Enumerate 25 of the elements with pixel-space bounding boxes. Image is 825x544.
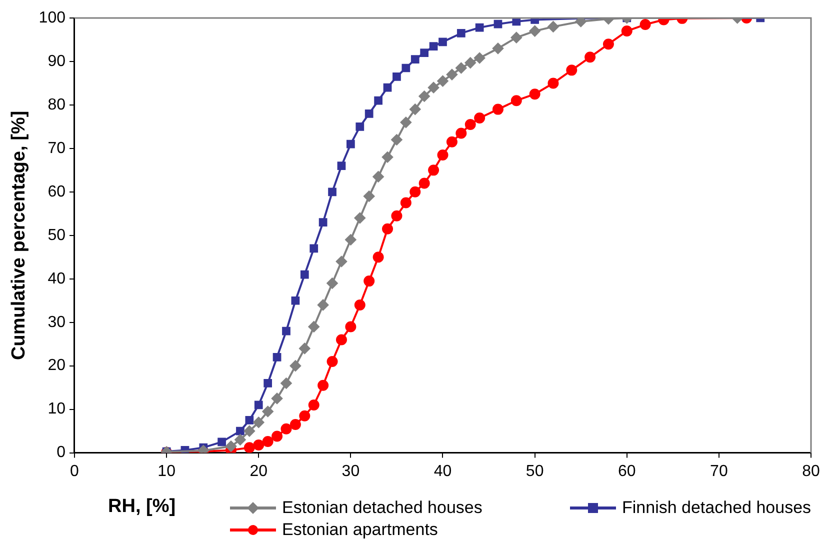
legend-label: Finnish detached houses xyxy=(622,498,812,518)
legend-label: Estonian apartments xyxy=(282,520,438,540)
y-tick-label: 30 xyxy=(48,314,66,331)
y-tick-label: 60 xyxy=(48,183,66,200)
x-tick-label: 60 xyxy=(618,462,636,480)
y-tick-label: 100 xyxy=(38,9,66,26)
x-tick-label: 70 xyxy=(710,462,728,480)
x-tick-label: 50 xyxy=(526,462,544,480)
y-tick-label: 70 xyxy=(48,140,66,157)
y-axis-title: Cumulative percentage, [%] xyxy=(8,110,30,360)
x-tick-label: 40 xyxy=(434,462,452,480)
legend-label: Estonian detached houses xyxy=(282,498,482,518)
x-tick-label: 30 xyxy=(342,462,360,480)
y-tick-label: 80 xyxy=(48,96,66,114)
x-tick-label: 80 xyxy=(802,462,820,480)
y-tick-label: 0 xyxy=(56,444,66,462)
x-tick-label: 20 xyxy=(250,462,268,480)
y-tick-label: 10 xyxy=(48,400,66,418)
y-tick-label: 40 xyxy=(48,270,66,288)
y-tick-label: 20 xyxy=(48,357,66,374)
y-tick-label: 90 xyxy=(48,52,66,70)
x-tick-label: 0 xyxy=(70,462,80,480)
y-tick-label: 50 xyxy=(48,226,66,244)
x-axis-title: RH, [%] xyxy=(108,496,176,518)
x-tick-label: 10 xyxy=(158,462,176,480)
